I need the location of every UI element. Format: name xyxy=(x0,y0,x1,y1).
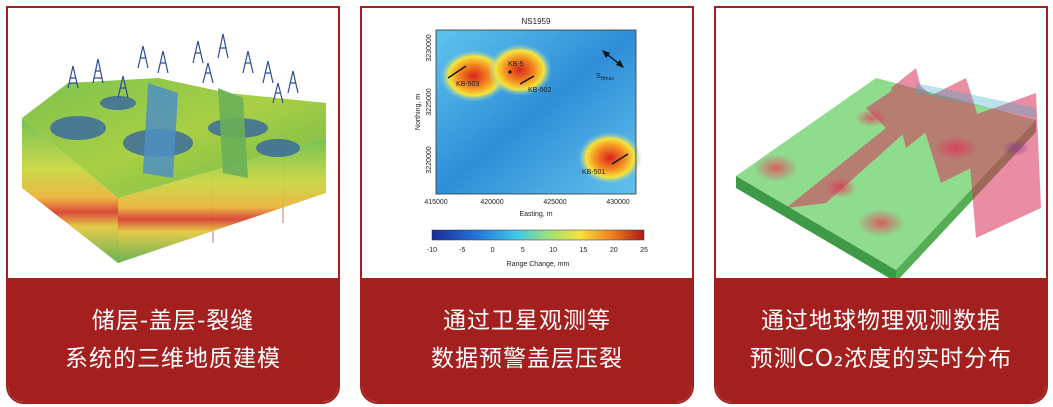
x-tick-label: 425000 xyxy=(543,199,566,206)
x-tick-label: 430000 xyxy=(606,199,629,206)
y-axis-label: Northing, m xyxy=(415,94,422,130)
caption-line-2: 预测CO₂浓度的实时分布 xyxy=(749,346,1013,372)
well-label-kb502: KB-502 xyxy=(528,87,551,94)
well-label-kb503: KB-503 xyxy=(456,81,479,88)
colorbar-tick-label: 10 xyxy=(549,247,557,254)
x-tick-label: 420000 xyxy=(480,199,503,206)
satellite-map-image: NS1959 KB-503 KB-5 KB-502 KB-501 SHmax 4… xyxy=(362,8,692,278)
caption-line-2: 系统的三维地质建模 xyxy=(65,346,281,372)
colorbar-tick-label: 15 xyxy=(580,247,588,254)
map-title: NS1959 xyxy=(522,17,551,26)
caption-line-2: 数据预警盖层压裂 xyxy=(431,346,623,372)
colorbar-label: Range Change, mm xyxy=(507,261,570,268)
card-caption: 通过地球物理观测数据 预测CO₂浓度的实时分布 xyxy=(716,278,1046,402)
card-co2-model: 通过地球物理观测数据 预测CO₂浓度的实时分布 xyxy=(714,6,1048,404)
card-satellite-map: NS1959 KB-503 KB-5 KB-502 KB-501 SHmax 4… xyxy=(360,6,694,404)
card-caption: 储层-盖层-裂缝 系统的三维地质建模 xyxy=(8,278,338,402)
caption-line-1: 储层-盖层-裂缝 xyxy=(91,308,255,334)
colorbar-tick-label: -5 xyxy=(459,247,465,254)
well-label-kb5: KB-5 xyxy=(508,61,524,68)
x-tick-label: 415000 xyxy=(424,199,447,206)
colorbar-tick-label: 25 xyxy=(640,247,648,254)
caption-line-1: 通过卫星观测等 xyxy=(443,308,611,334)
y-tick-label: 3220000 xyxy=(426,146,433,173)
colorbar-tick-label: 0 xyxy=(491,247,495,254)
colorbar-tick-label: 20 xyxy=(610,247,618,254)
geological-model-image xyxy=(8,8,338,278)
well-label-kb501: KB-501 xyxy=(582,169,605,176)
colorbar-tick-label: -10 xyxy=(427,247,437,254)
stress-label: SHmax xyxy=(596,73,614,82)
co2-model-image xyxy=(716,8,1046,278)
card-geological-model: 储层-盖层-裂缝 系统的三维地质建模 xyxy=(6,6,340,404)
colorbar-tick-label: 5 xyxy=(521,247,525,254)
caption-line-1: 通过地球物理观测数据 xyxy=(761,308,1001,334)
card-caption: 通过卫星观测等 数据预警盖层压裂 xyxy=(362,278,692,402)
colorbar xyxy=(431,229,645,241)
y-tick-label: 3230000 xyxy=(426,34,433,61)
y-tick-label: 3225000 xyxy=(426,88,433,115)
x-axis-label: Easting, m xyxy=(519,211,552,218)
